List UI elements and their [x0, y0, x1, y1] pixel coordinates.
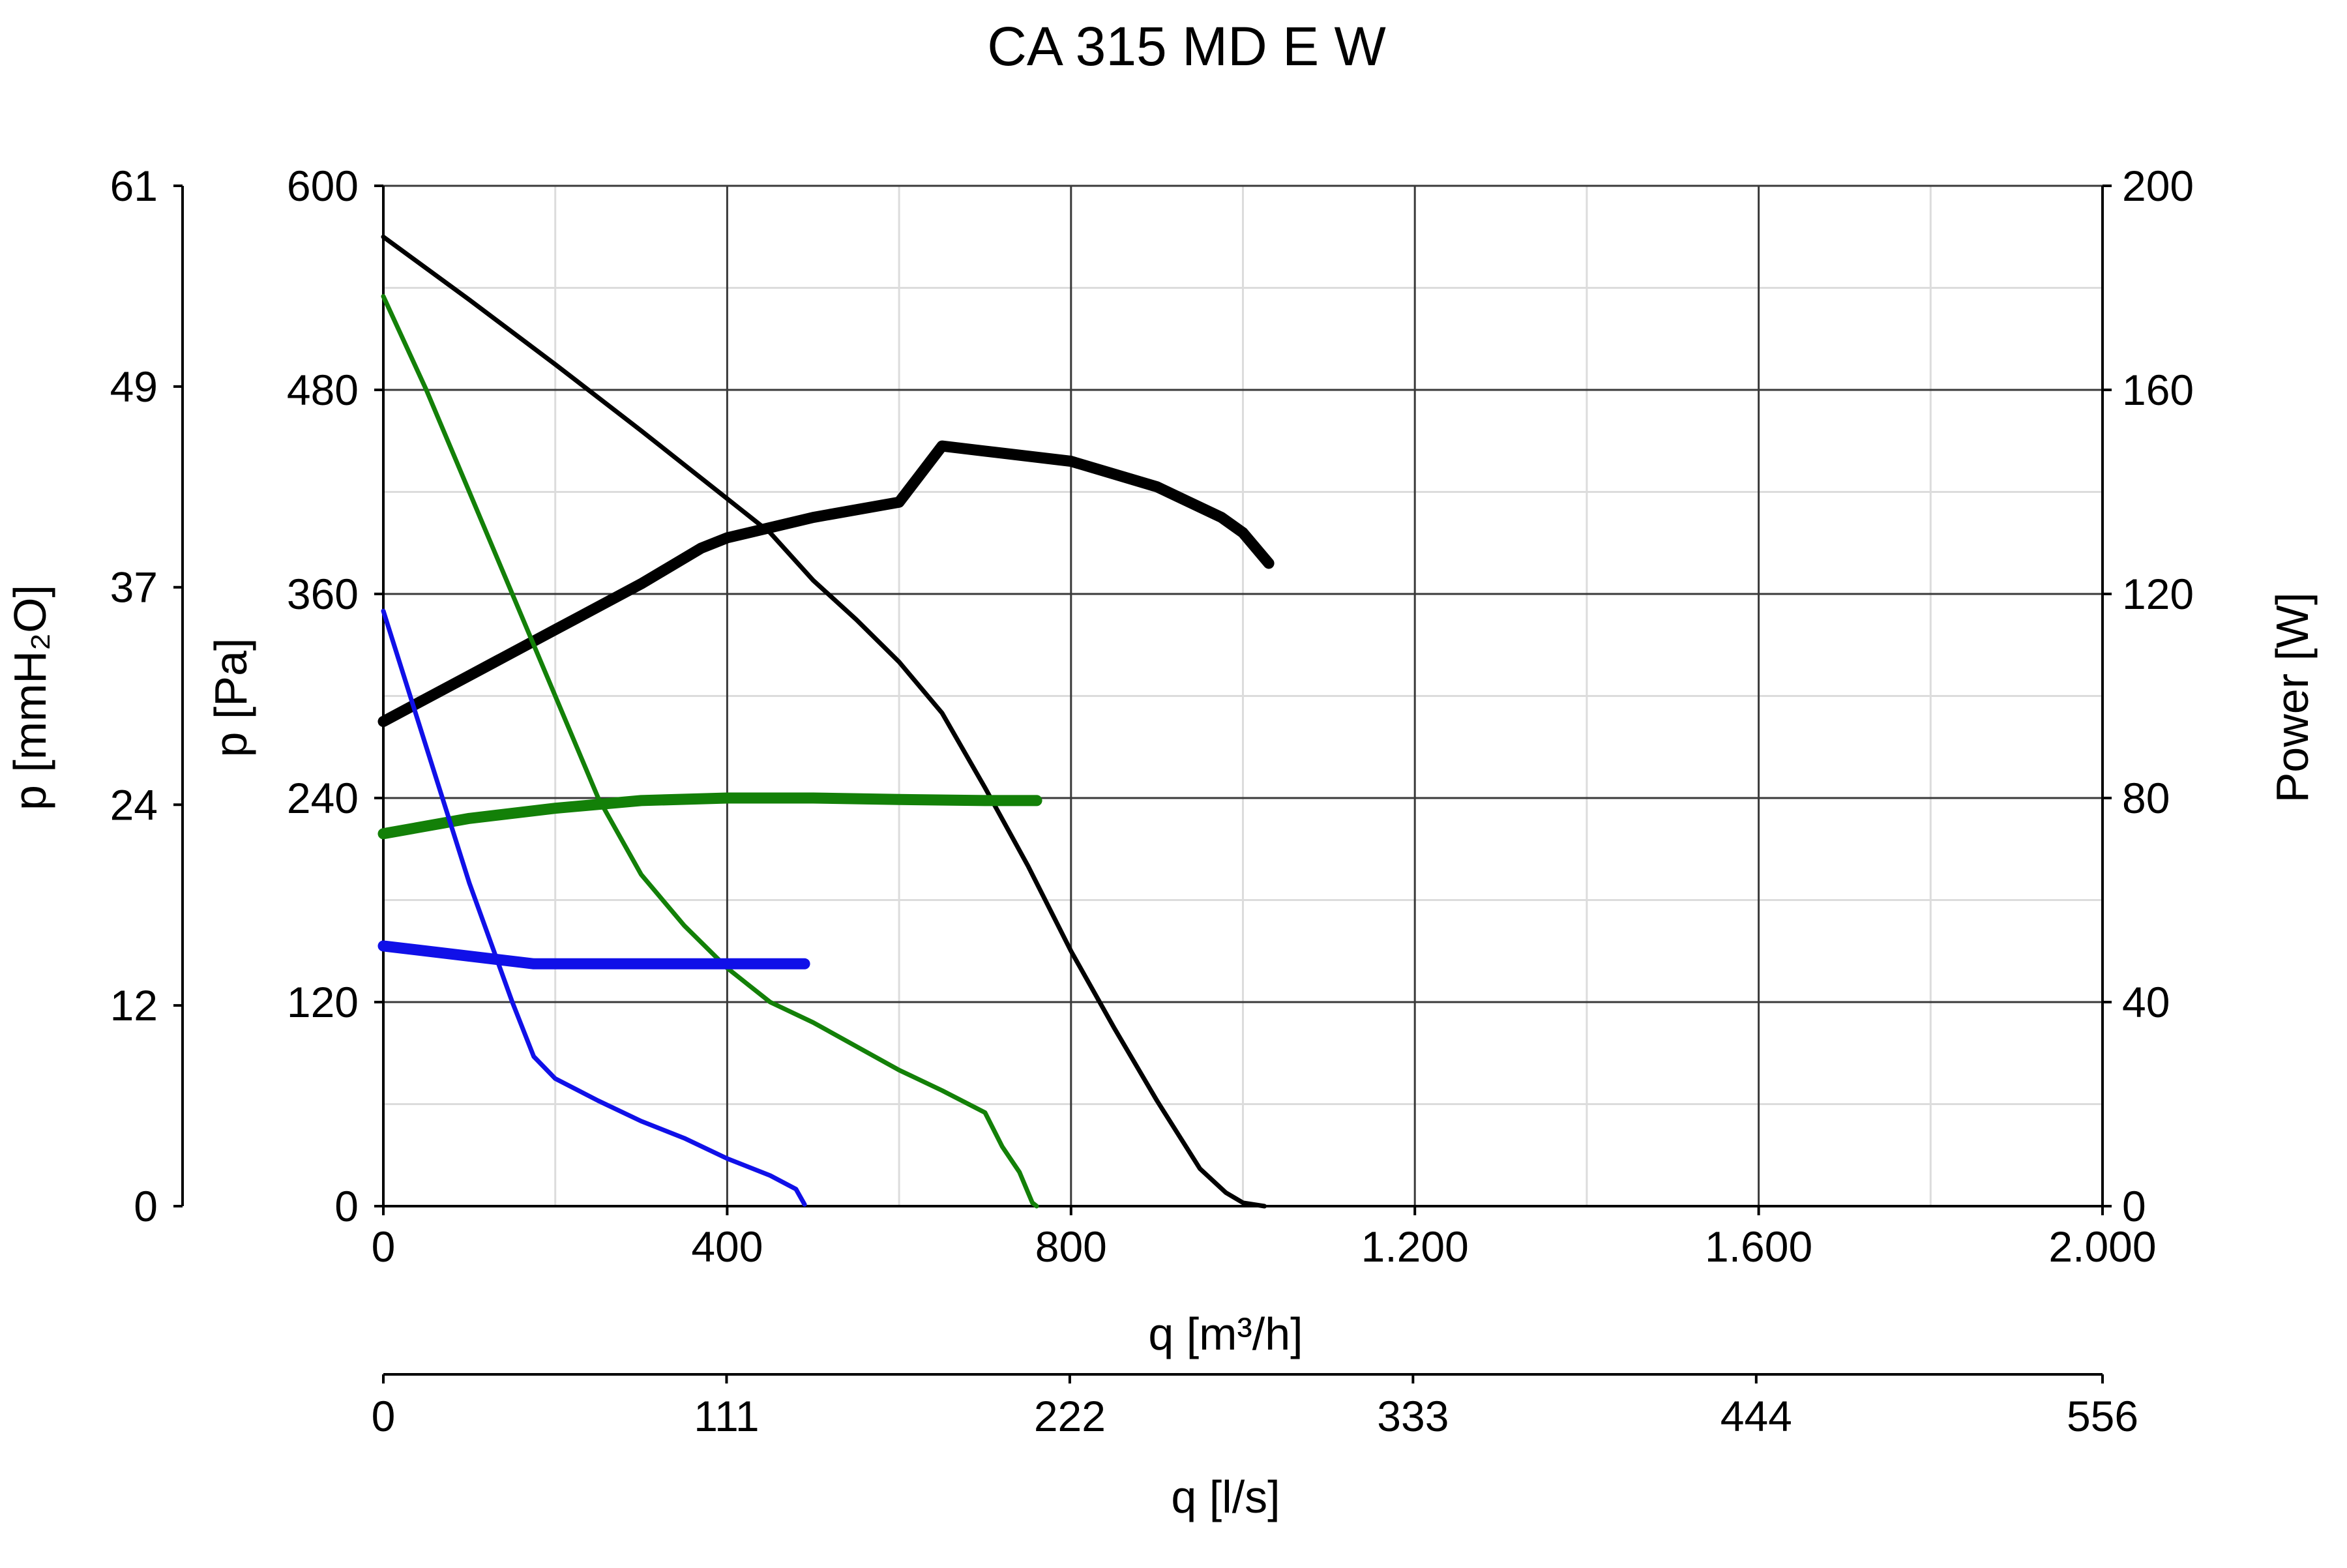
x-tick-label-ls: 111 [694, 1392, 759, 1440]
y-tick-label-mmh2o: 24 [110, 780, 158, 829]
x-tick-label-m3h: 800 [1035, 1222, 1107, 1271]
y-tick-label-power: 0 [2122, 1182, 2146, 1230]
x-axis-title-m3h: q [m³/h] [1148, 1309, 1303, 1359]
y-axis-title-power: Power [W] [2267, 593, 2318, 803]
y-tick-label-mmh2o: 37 [110, 563, 158, 612]
green-pressure-curve [381, 294, 1039, 1209]
y-tick-label-pa: 0 [334, 1182, 359, 1230]
y-tick-label-pa: 360 [287, 570, 359, 618]
x-tick-label-m3h: 1.200 [1361, 1222, 1469, 1271]
y-tick-label-mmh2o: 61 [110, 162, 158, 210]
y-tick-label-mmh2o: 49 [110, 362, 158, 411]
x-axis-title-ls: q [l/s] [1171, 1472, 1280, 1522]
y-tick-label-pa: 120 [287, 978, 359, 1026]
x-tick-label-m3h: 400 [691, 1222, 763, 1271]
x-tick-label-m3h: 1.600 [1705, 1222, 1812, 1271]
y-tick-label-pa: 480 [287, 366, 359, 414]
x-tick-label-m3h: 2.000 [2048, 1222, 2156, 1271]
chart-title: CA 315 MD E W [987, 16, 1386, 77]
grid [382, 185, 2104, 1207]
x-tick-label-ls: 333 [1377, 1392, 1449, 1440]
black-power-curve [377, 440, 1275, 728]
y-tick-label-pa: 600 [287, 162, 359, 210]
y-tick-label-pa: 240 [287, 774, 359, 822]
black-pressure-curve [381, 234, 1267, 1209]
x-tick-label-ls: 444 [1720, 1392, 1792, 1440]
green-power-curve [377, 792, 1042, 840]
blue-pressure-curve [381, 608, 807, 1207]
y-tick-label-mmh2o: 0 [134, 1182, 158, 1230]
x-tick-label-ls: 222 [1034, 1392, 1106, 1440]
y-tick-label-power: 160 [2122, 366, 2194, 414]
y-tick-label-power: 120 [2122, 570, 2194, 618]
x-tick-label-ls: 0 [372, 1392, 396, 1440]
y-tick-label-power: 200 [2122, 162, 2194, 210]
y-axis-title-pa: p [Pa] [205, 638, 256, 758]
x-tick-label-m3h: 0 [372, 1222, 396, 1271]
y-axis-title-mmh2o: p [mmH₂O] [5, 585, 55, 810]
y-tick-label-mmh2o: 12 [110, 981, 158, 1029]
x-tick-label-ls: 556 [2067, 1392, 2138, 1440]
y-tick-label-power: 40 [2122, 978, 2170, 1026]
y-tick-label-power: 80 [2122, 774, 2170, 822]
series-lines [377, 234, 1275, 1209]
blue-power-curve [377, 940, 810, 969]
